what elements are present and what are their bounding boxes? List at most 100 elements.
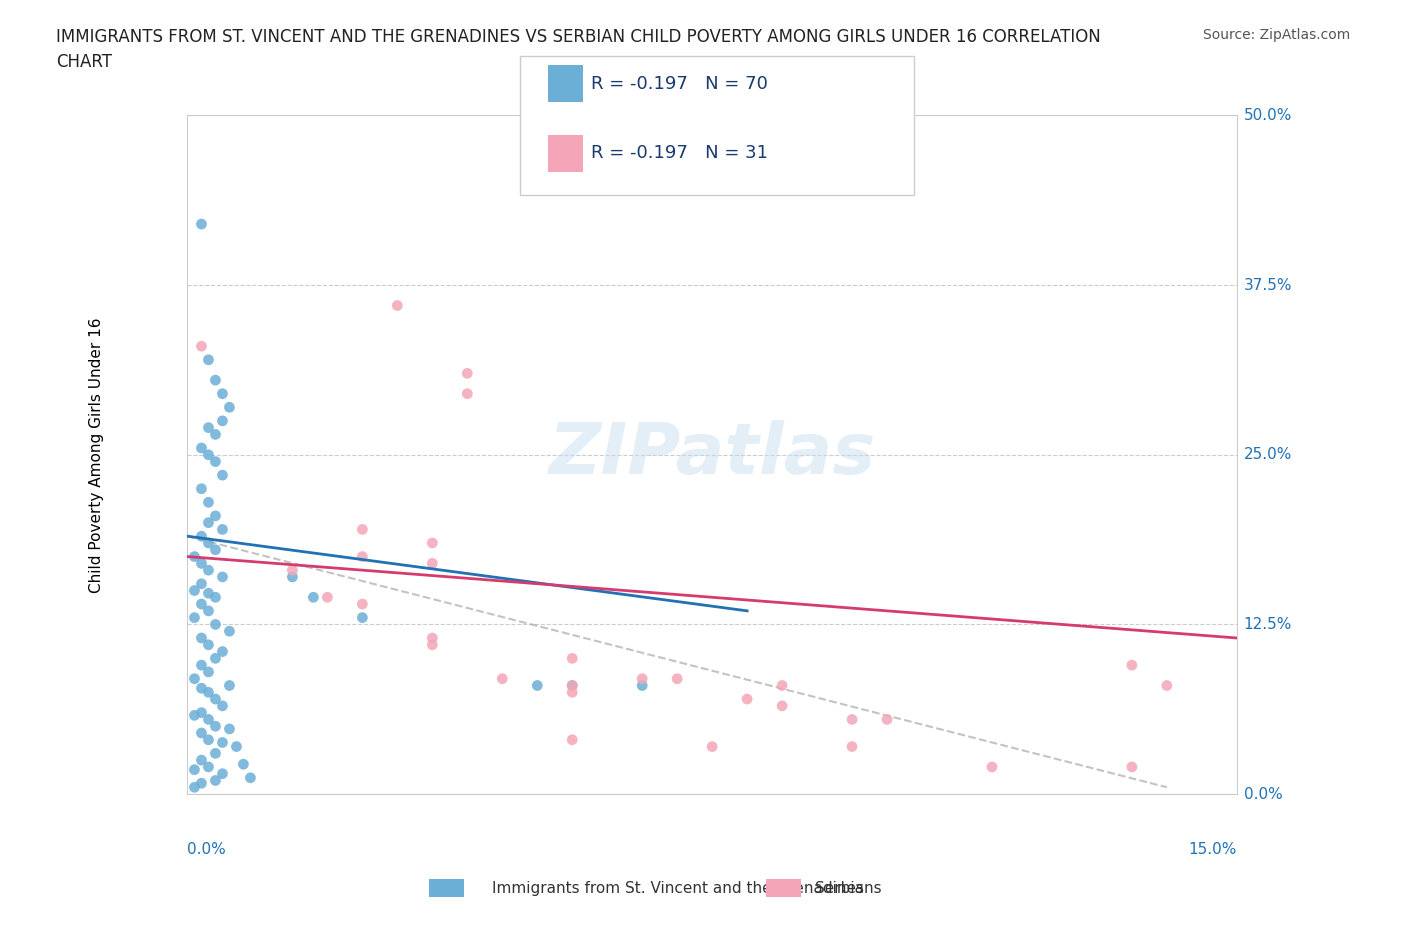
Point [281, 563, 304, 578]
Point [420, 637, 443, 652]
Point [204, 590, 226, 604]
Point [218, 722, 240, 737]
Point [702, 739, 724, 754]
Point [183, 583, 205, 598]
Text: Serbians: Serbians [815, 881, 882, 896]
Point [197, 515, 219, 530]
Point [197, 420, 219, 435]
Point [190, 217, 212, 232]
Point [190, 705, 212, 720]
Point [666, 671, 689, 686]
Point [211, 644, 233, 659]
Point [316, 590, 339, 604]
Point [190, 441, 212, 456]
Point [281, 569, 304, 584]
Point [190, 681, 212, 696]
Point [197, 495, 219, 510]
Point [197, 604, 219, 618]
Point [204, 651, 226, 666]
Point [352, 522, 374, 537]
Point [456, 365, 478, 380]
Point [190, 339, 212, 353]
Point [239, 770, 262, 785]
Point [491, 671, 513, 686]
Point [218, 624, 240, 639]
Point [352, 597, 374, 612]
Point [420, 556, 443, 571]
Point [190, 752, 212, 767]
Point [197, 352, 219, 367]
Text: Immigrants from St. Vincent and the Grenadines: Immigrants from St. Vincent and the Gren… [492, 881, 865, 896]
Point [211, 522, 233, 537]
Point [197, 732, 219, 747]
Point [197, 760, 219, 775]
Point [190, 725, 212, 740]
Point [420, 536, 443, 551]
Text: 37.5%: 37.5% [1244, 278, 1292, 293]
Text: R = -0.197   N = 70: R = -0.197 N = 70 [591, 74, 768, 93]
Point [211, 569, 233, 584]
Point [561, 732, 583, 747]
Point [352, 549, 374, 564]
Point [183, 671, 205, 686]
Point [561, 678, 583, 693]
Point [526, 678, 548, 693]
Point [232, 757, 254, 772]
Point [211, 468, 233, 483]
Point [204, 454, 226, 469]
Point [183, 780, 205, 795]
Point [183, 763, 205, 777]
Point [770, 698, 793, 713]
Text: R = -0.197   N = 31: R = -0.197 N = 31 [591, 144, 768, 163]
Point [197, 712, 219, 727]
Point [190, 577, 212, 591]
Text: 12.5%: 12.5% [1244, 617, 1292, 631]
Text: ZIPatlas: ZIPatlas [548, 420, 876, 489]
Point [204, 427, 226, 442]
Point [211, 766, 233, 781]
Point [190, 776, 212, 790]
Point [561, 678, 583, 693]
Point [387, 298, 409, 312]
Point [211, 414, 233, 429]
Point [190, 631, 212, 645]
Point [211, 386, 233, 401]
Point [211, 735, 233, 750]
Point [204, 542, 226, 557]
Point [197, 665, 219, 680]
Point [204, 719, 226, 734]
Point [735, 692, 758, 707]
Point [197, 563, 219, 578]
Point [456, 386, 478, 401]
Point [183, 549, 205, 564]
Point [204, 509, 226, 524]
Point [631, 678, 654, 693]
Point [190, 529, 212, 544]
Point [561, 651, 583, 666]
Point [225, 739, 247, 754]
Text: 0.0%: 0.0% [1244, 787, 1282, 802]
Text: Source: ZipAtlas.com: Source: ZipAtlas.com [1202, 28, 1350, 42]
Point [218, 678, 240, 693]
Point [211, 698, 233, 713]
Point [197, 684, 219, 699]
Point [302, 590, 325, 604]
Point [190, 597, 212, 612]
Point [197, 637, 219, 652]
Point [197, 536, 219, 551]
Point [197, 447, 219, 462]
Point [631, 671, 654, 686]
Point [190, 482, 212, 497]
Point [190, 658, 212, 672]
Point [183, 708, 205, 723]
Text: 25.0%: 25.0% [1244, 447, 1292, 462]
Point [218, 400, 240, 415]
Point [190, 556, 212, 571]
Point [204, 773, 226, 788]
Point [981, 760, 1004, 775]
Point [1156, 678, 1178, 693]
Point [183, 610, 205, 625]
Text: 0.0%: 0.0% [187, 842, 226, 857]
Point [204, 373, 226, 388]
Text: 15.0%: 15.0% [1188, 842, 1237, 857]
